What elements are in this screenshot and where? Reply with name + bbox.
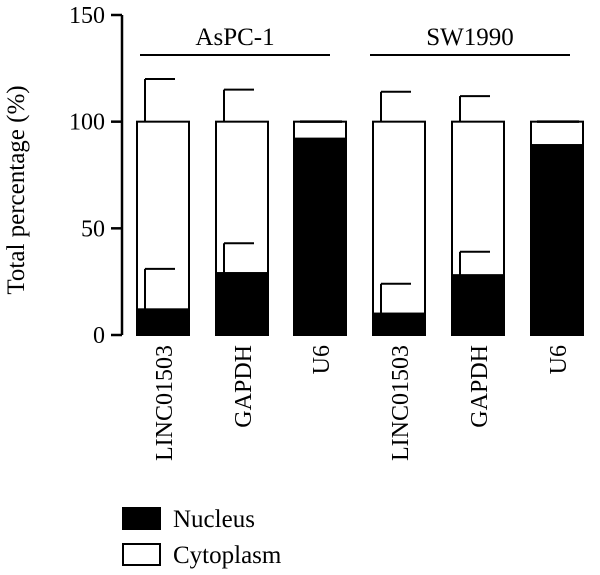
x-tick-label: GAPDH: [231, 345, 257, 428]
x-tick-label: LINC01503: [152, 345, 178, 461]
x-tick-label: LINC01503: [388, 345, 414, 461]
group-label: SW1990: [426, 24, 514, 51]
y-tick-label: 150: [69, 3, 105, 29]
x-tick-label: U6: [546, 345, 572, 374]
legend-swatch: [122, 507, 161, 530]
legend-label: Nucleus: [173, 506, 255, 533]
bar-group: [215, 88, 269, 336]
x-tick-label: GAPDH: [467, 345, 493, 428]
y-axis-label: Total percentage (%): [3, 85, 30, 294]
bar-cytoplasm: [293, 120, 347, 140]
bar-nucleus: [372, 312, 426, 336]
x-tick-labels: LINC01503 GAPDH U6 LINC01503 GAPDH U6: [152, 345, 572, 461]
group-label: AsPC-1: [195, 24, 274, 51]
y-tick-label: 0: [93, 323, 105, 349]
bar-nucleus: [215, 272, 269, 336]
y-tick-label: 100: [69, 110, 105, 136]
legend-label: Cytoplasm: [173, 542, 282, 569]
y-axis: 0 50 100 150: [69, 3, 124, 349]
bar-nucleus: [293, 137, 347, 336]
bar-group: [136, 78, 190, 336]
x-tick-label: U6: [309, 345, 335, 374]
bar-cytoplasm: [530, 120, 584, 147]
bar-nucleus: [136, 308, 190, 336]
bar-group: [372, 90, 426, 336]
bar-nucleus: [451, 274, 505, 336]
bar-group: [530, 120, 584, 336]
bar-group: [293, 120, 347, 336]
bar-nucleus: [530, 144, 584, 336]
group-labels: AsPC-1 SW1990: [140, 24, 570, 56]
legend-swatch: [122, 543, 161, 566]
y-tick-label: 50: [81, 216, 105, 242]
bar-group: [451, 95, 505, 336]
bar-cytoplasm: [372, 120, 426, 315]
bars: [136, 78, 584, 336]
legend: Nucleus Cytoplasm: [122, 506, 282, 569]
bar-cytoplasm: [451, 120, 505, 277]
